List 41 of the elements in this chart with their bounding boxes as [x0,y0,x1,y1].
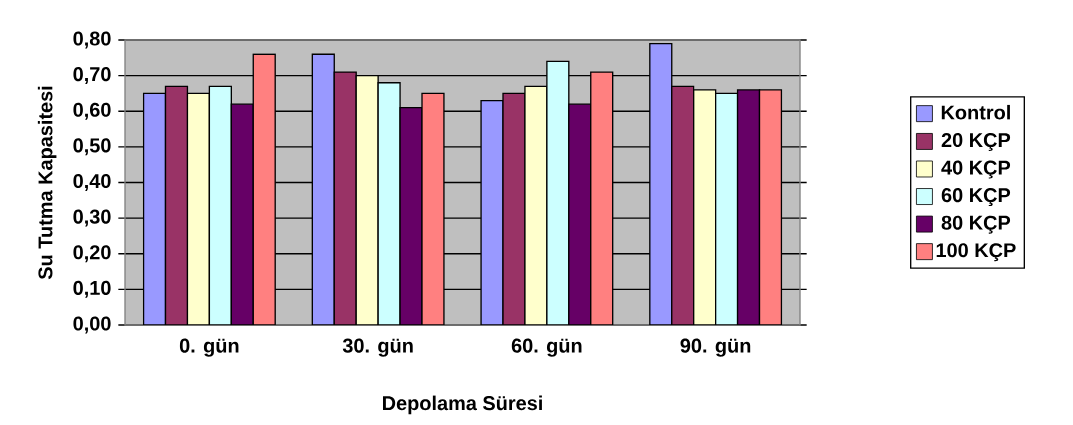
x-tick-label: 30. gün [342,338,413,357]
y-axis-title: Su Tutma Kapasitesi [37,86,57,280]
bar [311,53,335,325]
bar [164,85,189,325]
y-tick-label: 0,50 [73,138,111,156]
x-tick-label: 0. gün [179,338,239,357]
y-tick-label: 0,00 [73,316,111,334]
x-tick-label: 60. gün [511,338,582,357]
bar [546,60,570,325]
y-tick-label: 0,30 [73,209,111,227]
y-tick-label: 0,60 [73,102,111,120]
bar [568,103,592,325]
legend-label: 100 KÇP [936,243,1016,262]
legend-label: 60 KÇP [941,188,1011,207]
bar [230,103,254,325]
legend-label: Kontrol [941,104,1010,120]
x-axis-title: Depolama Süresi [383,395,542,415]
bar [502,92,526,325]
bar [333,71,357,325]
bar [736,89,761,325]
legend-label: 80 KÇP [941,215,1011,234]
bar [693,89,717,325]
bar [377,82,401,325]
bar [208,85,232,325]
y-tick-label: 0,20 [73,245,111,263]
bar [355,74,379,325]
x-tick-label: 90. gün [680,338,751,357]
bar [480,99,504,325]
legend-label: 20 KÇP [941,132,1011,152]
bar [186,92,211,325]
bar [714,92,739,325]
bar [671,85,695,325]
bar [649,42,673,325]
y-tick-label: 0,70 [73,67,111,85]
y-tick-label: 0,40 [73,174,111,191]
bar [399,107,423,325]
legend-label: 40 KÇP [941,160,1011,179]
bar [142,92,167,325]
bar [524,85,548,325]
y-tick-label: 0,10 [73,280,111,298]
y-tick-label: 0,80 [73,31,111,49]
